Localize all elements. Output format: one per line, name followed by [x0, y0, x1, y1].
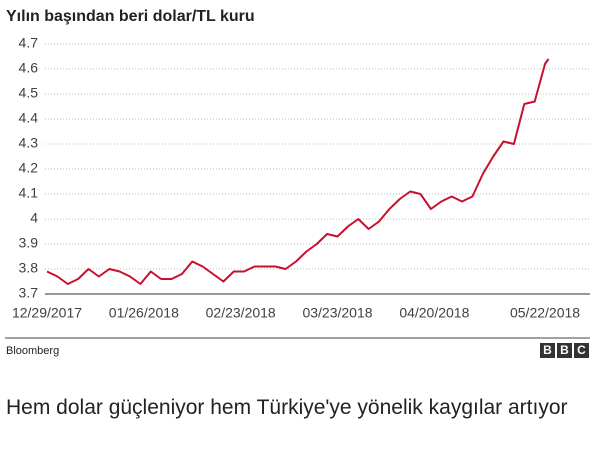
- y-tick-label: 4.7: [19, 35, 39, 51]
- x-tick-label: 04/20/2018: [399, 305, 469, 321]
- y-tick-label: 3.9: [19, 235, 39, 251]
- x-tick-label: 01/26/2018: [109, 305, 179, 321]
- chart: Yılın başından beri dolar/TL kuru Bloomb…: [5, 8, 590, 358]
- logo-letter: B: [543, 343, 552, 357]
- caption: Hem dolar güçleniyor hem Türkiye'ye yöne…: [6, 396, 568, 419]
- y-tick-label: 4.2: [19, 160, 39, 176]
- logo-letter: B: [560, 343, 569, 357]
- y-tick-label: 3.8: [19, 260, 39, 276]
- logo-box: [557, 343, 572, 358]
- x-tick-label: 12/29/2017: [12, 305, 82, 321]
- logo-box: [540, 343, 555, 358]
- y-tick-label: 4.1: [19, 185, 39, 201]
- y-tick-label: 4: [30, 210, 38, 226]
- y-tick-label: 4.6: [19, 60, 39, 76]
- y-tick-label: 3.7: [19, 285, 39, 301]
- logo-box: [574, 343, 589, 358]
- x-tick-label: 05/22/2018: [510, 305, 580, 321]
- x-tick-label: 02/23/2018: [206, 305, 276, 321]
- x-tick-label: 03/23/2018: [302, 305, 372, 321]
- y-tick-label: 4.4: [19, 110, 39, 126]
- data-line: [46, 58, 550, 285]
- y-tick-label: 4.5: [19, 85, 39, 101]
- source: Bloomberg: [6, 345, 59, 357]
- chart-title: Yılın başından beri dolar/TL kuru: [6, 8, 255, 25]
- y-tick-label: 4.3: [19, 135, 39, 151]
- logo-letter: C: [577, 343, 586, 357]
